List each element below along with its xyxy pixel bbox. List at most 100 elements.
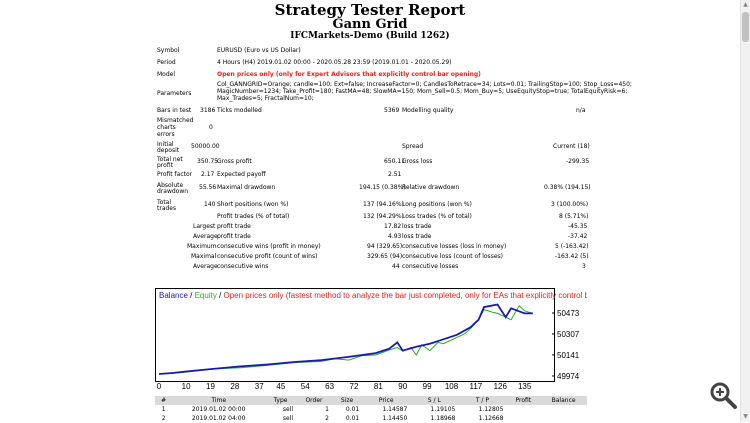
largest-loss-label: loss trade — [402, 223, 432, 230]
x-tick-label: 99 — [423, 382, 432, 391]
deposit-label-1: Initial — [157, 141, 174, 148]
x-tick-label: 135 — [518, 382, 532, 391]
table-cell: 1 — [161, 406, 166, 413]
vertical-scrollbar[interactable]: ▲ ▼ — [740, 0, 750, 422]
orders-column-header: Order — [296, 396, 332, 405]
symbol-value: EURUSD (Euro vs US Dollar) — [217, 47, 301, 54]
table-cell — [506, 405, 540, 414]
table-cell: 0.01 — [345, 415, 360, 422]
table-cell: 1.12668 — [478, 415, 504, 422]
table-row: 1 2019.01.02 00:00 sell 1 0.01 1.14587 1.19105… — [155, 405, 587, 414]
largest-loss-value: -45.35 — [568, 223, 588, 230]
loss-trades-label: Loss trades (% of total) — [402, 213, 472, 220]
x-tick-label: 81 — [374, 382, 383, 391]
mismatch-label-1: Mismatched — [157, 117, 194, 124]
x-tick-label: 45 — [276, 382, 285, 391]
table-cell: 1 — [325, 406, 329, 413]
total-trades-label-2: trades — [157, 205, 177, 212]
loss-trades-value: 8 (5.71%) — [559, 213, 589, 220]
abs-drawdown-label-2: drawdown — [157, 188, 189, 195]
orders-column-header: Time — [172, 396, 266, 405]
x-tick-label: 10 — [182, 382, 191, 391]
x-tick-label: 108 — [445, 382, 459, 391]
chart-title-sep-2: / — [217, 291, 224, 300]
server-name: IFCMarkets-Demo (Build 1262) — [290, 31, 450, 41]
period-label: Period — [157, 59, 176, 66]
maximal-cons-loss-label: consecutive loss (count of losses) — [402, 253, 503, 260]
abs-drawdown-value: 55.56 — [199, 184, 217, 191]
chart-title: Balance / Equity / Open prices only (fas… — [159, 291, 587, 300]
total-trades-label-1: Total — [157, 199, 172, 206]
long-positions-value: 3 (100.00%) — [551, 201, 589, 208]
orders-column-header: Size — [331, 396, 363, 405]
table-cell: 2019.01.02 04:00 — [191, 415, 246, 422]
largest-profit-value: 17.82 — [384, 223, 402, 230]
maximal-label: Maximal — [191, 253, 217, 260]
x-tick-label: 0 — [157, 382, 162, 391]
gross-profit-label: Gross profit — [217, 158, 252, 165]
table-cell: 1.14587 — [382, 406, 408, 413]
max-cons-losses-value: 5 (-163.42) — [555, 243, 589, 250]
table-cell: 1.14450 — [382, 415, 408, 422]
gross-profit-value: 650.11 — [384, 158, 405, 165]
zoom-button[interactable] — [708, 380, 738, 410]
chart-title-balance: Balance — [159, 291, 188, 300]
scroll-down-icon[interactable]: ▼ — [743, 413, 748, 420]
orders-column-header: Balance — [540, 396, 587, 405]
x-tick-label: 72 — [350, 382, 359, 391]
average-profit-value: 4.93 — [388, 233, 402, 240]
largest-label: Largest — [193, 223, 216, 230]
orders-column-header: Profit — [506, 396, 541, 405]
max-drawdown-label: Maximal drawdown — [217, 184, 276, 191]
magnifier-icon — [710, 382, 737, 409]
profit-factor-value: 2.17 — [201, 171, 215, 178]
maximal-cons-loss-value: -163.42 (5) — [555, 253, 589, 260]
chart-title-sep-1: / — [188, 291, 195, 300]
max-cons-losses-label: consecutive losses (loss in money) — [402, 243, 507, 250]
x-tick-label: 54 — [301, 382, 310, 391]
expected-payoff-value: 2.51 — [388, 171, 402, 178]
table-cell: 0.01 — [345, 406, 360, 413]
y-tick-label: 50141 — [557, 351, 580, 360]
ticks-label: Ticks modelled — [217, 107, 262, 114]
symbol-label: Symbol — [157, 47, 180, 54]
spread-label: Spread — [402, 143, 424, 150]
y-tick-label: 50473 — [557, 309, 580, 318]
long-positions-label: Long positions (won %) — [402, 201, 472, 208]
x-tick-label: 19 — [206, 382, 215, 391]
table-cell: sell — [282, 415, 293, 422]
deposit-value: 50000.00 — [191, 143, 220, 150]
table-cell: 2 — [161, 415, 166, 422]
avg-cons-wins-value: 44 — [392, 263, 400, 270]
average-loss-label: loss trade — [402, 233, 432, 240]
gross-loss-value: -299.35 — [566, 158, 590, 165]
expert-name: Gann Grid — [332, 17, 408, 32]
maximum-label: Maximum — [187, 243, 217, 250]
table-cell: 2 — [325, 415, 329, 422]
table-row: 2 2019.01.02 04:00 sell 2 0.01 1.14450 1.18968… — [155, 414, 587, 423]
x-tick-label: 63 — [325, 382, 334, 391]
scroll-up-icon[interactable]: ▲ — [743, 1, 748, 8]
x-tick-label: 28 — [230, 382, 239, 391]
average-profit-label: profit trade — [217, 233, 251, 240]
period-value: 4 Hours (H4) 2019.01.02 00:00 - 2020.05.… — [217, 59, 452, 66]
balance-equity-chart: Balance / Equity / Open prices only (fas… — [155, 288, 587, 391]
orders-column-header: # — [155, 396, 173, 405]
short-positions-value: 137 (94.16%) — [363, 201, 404, 208]
max-cons-wins-value: 94 (329.65) — [367, 243, 403, 250]
chart-frame — [155, 288, 555, 382]
orders-body: 1 2019.01.02 00:00 sell 1 0.01 1.14587 1.19105… — [155, 405, 587, 423]
chart-title-equity: Equity — [195, 291, 217, 300]
average-loss-value: -37.42 — [568, 233, 588, 240]
largest-profit-label: profit trade — [217, 223, 251, 230]
table-cell: 1.12805 — [478, 406, 504, 413]
x-tick-label: 126 — [494, 382, 508, 391]
table-cell: 1.19105 — [430, 406, 456, 413]
max-drawdown-value: 194.15 (0.38%) — [359, 184, 406, 191]
total-trades-value: 140 — [204, 201, 216, 208]
spread-value: Current (18) — [553, 143, 590, 150]
scrollbar-thumb[interactable] — [742, 12, 749, 42]
y-tick-label: 49974 — [557, 372, 580, 381]
x-tick-label: 37 — [255, 382, 264, 391]
ticks-value: 5369 — [384, 107, 400, 114]
